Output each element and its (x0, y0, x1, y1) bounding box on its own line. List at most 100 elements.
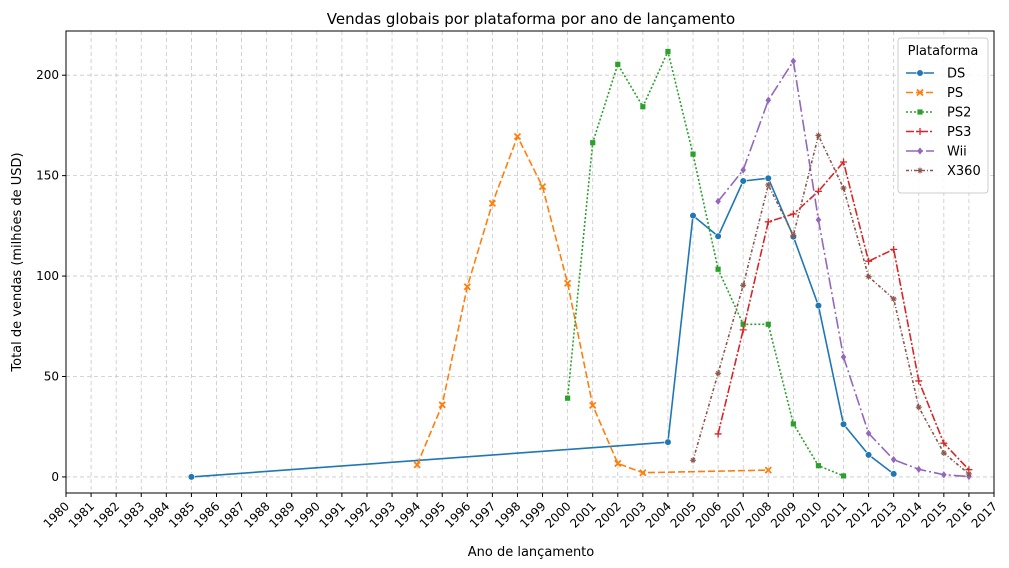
legend: Plataforma DS PS PS2 PS3 Wii X360 (897, 37, 989, 194)
data-point-ds (187, 473, 196, 481)
legend-entry-ps3: PS3 (906, 125, 971, 140)
data-point-ps2 (790, 421, 796, 427)
legend-marker-ps2 (917, 109, 923, 115)
series-line-ps3 (717, 161, 970, 471)
data-point-ps (639, 469, 647, 477)
x-axis-label: Ano de lançamento (468, 545, 595, 560)
data-point-wii (765, 96, 772, 104)
legend-label-ds: DS (947, 67, 965, 82)
legend-entry-ps2: PS2 (906, 106, 971, 121)
data-point-x360 (865, 273, 872, 280)
legend-marker-x360 (917, 167, 923, 174)
y-axis-label: Total de vendas (milhões de USD) (10, 152, 25, 372)
data-point-wii (865, 429, 872, 437)
legend-marker-ps3 (916, 128, 924, 135)
legend-label-x360: X360 (947, 164, 981, 179)
series-ps (413, 132, 772, 477)
data-point-wii (840, 353, 847, 361)
data-point-x360 (940, 450, 947, 457)
data-point-ps2 (840, 473, 847, 479)
series-ps3 (714, 158, 973, 474)
legend-entry-ds: DS (906, 67, 965, 82)
data-point-ps (764, 466, 772, 474)
data-point-ps (513, 132, 522, 141)
data-point-ps3 (814, 187, 822, 195)
data-point-ps3 (739, 326, 747, 334)
legend-marker-ps (916, 88, 924, 97)
data-point-ps (563, 279, 572, 287)
series-x360 (690, 132, 972, 477)
data-point-x360 (965, 470, 972, 477)
chart-title: Vendas globais por plataforma por ano de… (327, 10, 736, 28)
legend-label-ps3: PS3 (947, 125, 971, 140)
data-point-x360 (765, 181, 772, 188)
legend-label-ps2: PS2 (947, 106, 971, 121)
legend-box (897, 37, 989, 194)
data-point-x360 (715, 370, 722, 377)
data-point-ps2 (565, 395, 571, 401)
legend-entry-wii: Wii (906, 145, 967, 160)
series-ps2 (565, 48, 847, 479)
y-tick-label: 200 (36, 68, 59, 82)
series-line-ps2 (566, 50, 844, 477)
data-point-wii (941, 471, 947, 479)
data-point-x360 (740, 282, 747, 289)
plot-frame (65, 30, 995, 494)
data-point-ds (689, 211, 697, 220)
data-point-x360 (790, 232, 797, 239)
data-point-ps2 (640, 104, 646, 110)
data-point-ps3 (714, 430, 722, 438)
data-point-ds (764, 174, 772, 182)
data-point-ps3 (890, 245, 898, 253)
data-point-wii (815, 216, 822, 224)
y-tick-label: 50 (44, 369, 59, 383)
y-tick-label: 150 (36, 169, 59, 183)
data-point-x360 (840, 185, 847, 192)
data-point-ps (538, 183, 547, 191)
data-point-ps (463, 283, 471, 291)
data-point-ds (890, 470, 898, 478)
data-point-ds (814, 301, 823, 310)
legend-marker-ds (916, 69, 924, 77)
data-point-ps (488, 199, 497, 207)
data-point-ps (413, 461, 421, 469)
legend-entry-x360: X360 (906, 164, 981, 179)
data-point-ds (839, 420, 848, 428)
data-point-ps2 (740, 321, 746, 327)
data-point-ps3 (865, 257, 873, 265)
series-layer (187, 48, 973, 481)
data-point-ps3 (915, 377, 923, 385)
data-point-ds (739, 177, 747, 185)
data-point-ps (614, 459, 622, 468)
data-point-wii (790, 57, 797, 65)
series-ds (187, 174, 898, 481)
legend-entry-ps: PS (906, 86, 963, 101)
data-point-ps2 (590, 140, 596, 146)
data-point-ds (664, 438, 672, 446)
data-point-ds (714, 232, 722, 240)
data-point-ps2 (615, 61, 621, 67)
y-tick-label: 0 (51, 470, 59, 484)
data-point-wii (915, 465, 922, 473)
legend-label-ps: PS (947, 86, 963, 101)
y-tick-label: 100 (36, 269, 59, 283)
data-point-x360 (815, 132, 822, 139)
data-point-ps3 (789, 210, 797, 218)
data-point-x360 (690, 457, 697, 464)
data-point-ps3 (840, 158, 848, 166)
data-point-x360 (890, 295, 897, 302)
series-line-x360 (692, 134, 970, 475)
legend-marker-wii (917, 147, 923, 155)
data-point-ps2 (765, 321, 771, 327)
legend-entries: DS PS PS2 PS3 Wii X360 (906, 67, 981, 179)
data-point-wii (740, 166, 746, 174)
data-point-ps3 (940, 439, 948, 447)
data-point-wii (890, 456, 897, 464)
legend-title: Plataforma (908, 44, 979, 59)
data-point-ps2 (665, 48, 671, 55)
data-point-ds (864, 451, 873, 459)
data-point-x360 (915, 404, 922, 411)
data-point-ps2 (815, 463, 822, 469)
